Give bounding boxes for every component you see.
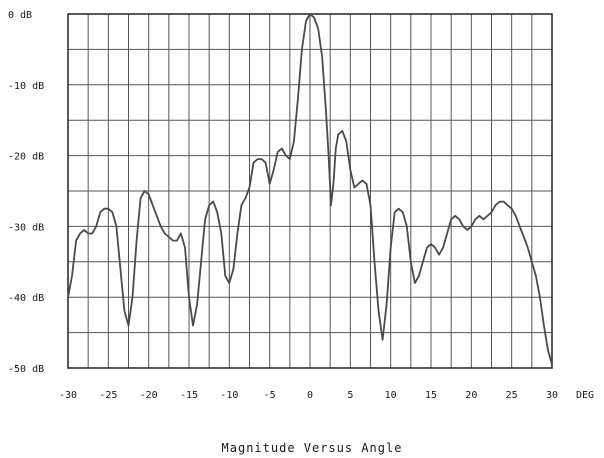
- chart-title: Magnitude Versus Angle: [222, 441, 403, 455]
- series-line: [67, 13, 553, 366]
- x-axis-labels: -30 -25 -20 -15 -10 -5 0 5 10 15 20 25 30: [59, 390, 558, 401]
- y-tick-label: 0 dB: [8, 10, 32, 21]
- y-tick-label: -40 dB: [8, 293, 44, 304]
- x-tick-label: 10: [385, 390, 397, 401]
- y-axis-labels: 0 dB -10 dB -20 dB -30 dB -40 dB -50 dB: [8, 10, 44, 375]
- x-tick-label: 20: [465, 390, 477, 401]
- x-tick-label: 25: [506, 390, 518, 401]
- x-tick-label: -10: [220, 390, 238, 401]
- x-tick-label: 0: [307, 390, 313, 401]
- x-tick-label: 15: [425, 390, 437, 401]
- x-tick-label: -5: [264, 390, 276, 401]
- x-tick-label: 5: [347, 390, 353, 401]
- series-layer: [67, 13, 553, 366]
- x-tick-label: -30: [59, 390, 77, 401]
- grid: [67, 13, 553, 369]
- x-tick-label: -20: [140, 390, 158, 401]
- y-tick-label: -20 dB: [8, 152, 44, 163]
- y-tick-label: -10 dB: [8, 81, 44, 92]
- y-tick-label: -50 dB: [8, 364, 44, 375]
- x-unit-label: DEG: [576, 390, 594, 401]
- x-tick-label: 30: [546, 390, 558, 401]
- x-tick-label: -15: [180, 390, 198, 401]
- x-tick-label: -25: [99, 390, 117, 401]
- y-tick-label: -30 dB: [8, 222, 44, 233]
